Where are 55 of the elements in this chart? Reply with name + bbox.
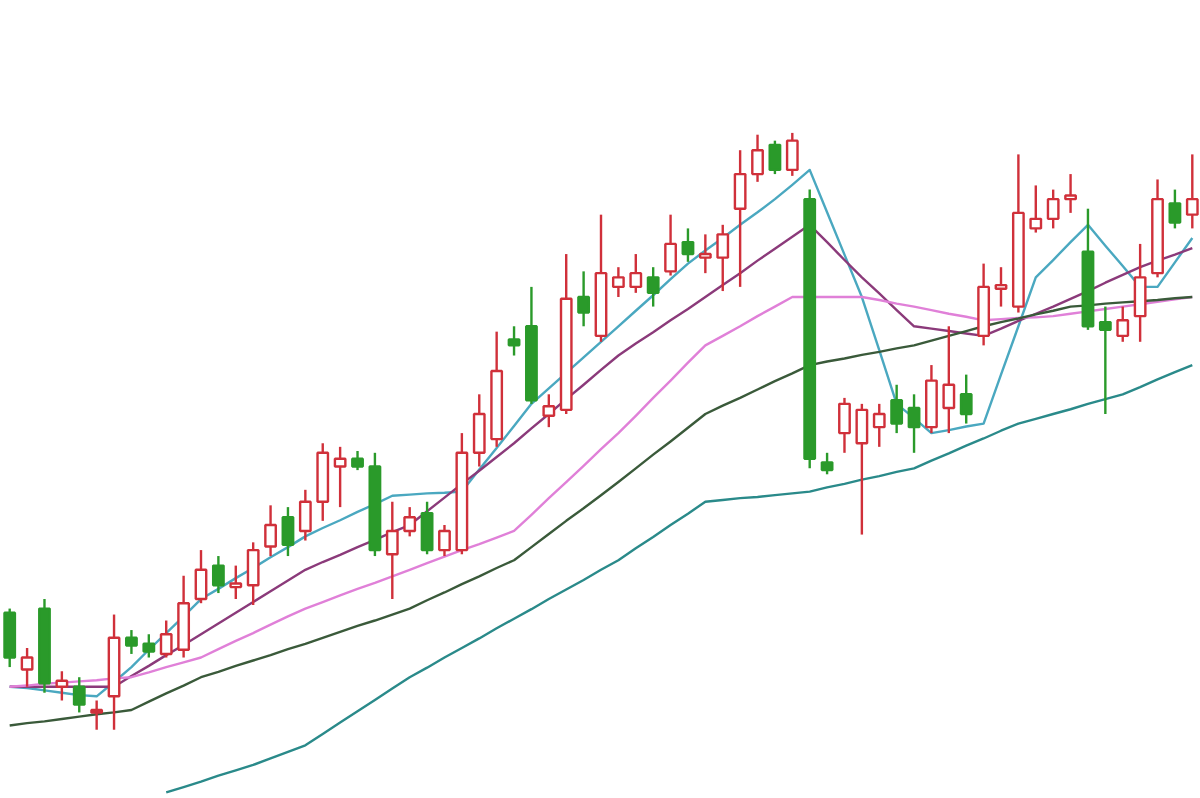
candlestick <box>1046 188 1060 230</box>
candlestick <box>785 131 799 178</box>
candlestick <box>838 396 851 455</box>
candlestick <box>177 574 191 659</box>
candlestick <box>438 523 451 558</box>
candlestick <box>994 265 1008 308</box>
candlestick <box>3 607 17 669</box>
candlestick <box>246 541 260 607</box>
candlestick <box>855 402 869 536</box>
candlestick <box>194 548 208 605</box>
candlestick <box>1116 305 1130 343</box>
candlestick <box>472 393 486 468</box>
candlestick <box>507 325 521 357</box>
candlestick <box>716 223 730 293</box>
candlestick <box>211 554 225 595</box>
candlestick <box>1133 242 1147 343</box>
candlestick <box>733 149 747 289</box>
candlestick <box>72 676 86 714</box>
candlestick <box>646 265 660 308</box>
candlestick <box>907 393 921 455</box>
candlestick <box>751 133 764 184</box>
candlestick <box>577 270 591 328</box>
candlestick <box>698 233 712 275</box>
candlestick <box>1168 188 1182 230</box>
candlestick <box>159 619 173 659</box>
candlestick <box>1064 172 1077 215</box>
candlestick <box>768 139 782 176</box>
candlestick <box>1098 305 1112 416</box>
candlestick <box>142 633 156 659</box>
candlestick <box>820 451 834 476</box>
candlestick <box>264 504 277 558</box>
candlestick <box>1185 153 1199 230</box>
candlestick <box>229 564 243 601</box>
candlestick <box>385 500 399 601</box>
candlestick <box>125 628 138 656</box>
candlestick <box>403 505 417 538</box>
candlestick <box>542 393 556 429</box>
candlestick <box>1029 184 1043 234</box>
candlestick <box>298 488 312 542</box>
candlestick <box>55 670 69 702</box>
candlestick <box>664 213 677 277</box>
candlestick <box>281 505 295 558</box>
candlestick <box>611 265 625 299</box>
candlestick <box>629 252 643 295</box>
candlestick <box>890 383 904 435</box>
candlestick <box>959 373 973 425</box>
candlestick <box>20 646 34 688</box>
candlestick <box>942 325 956 435</box>
candlestick <box>420 500 434 556</box>
candlestick <box>872 402 886 449</box>
candlestick <box>333 445 347 509</box>
candlestick <box>90 699 104 731</box>
candlestick <box>351 449 364 472</box>
candlestick <box>925 363 938 435</box>
candlestick <box>681 227 695 264</box>
